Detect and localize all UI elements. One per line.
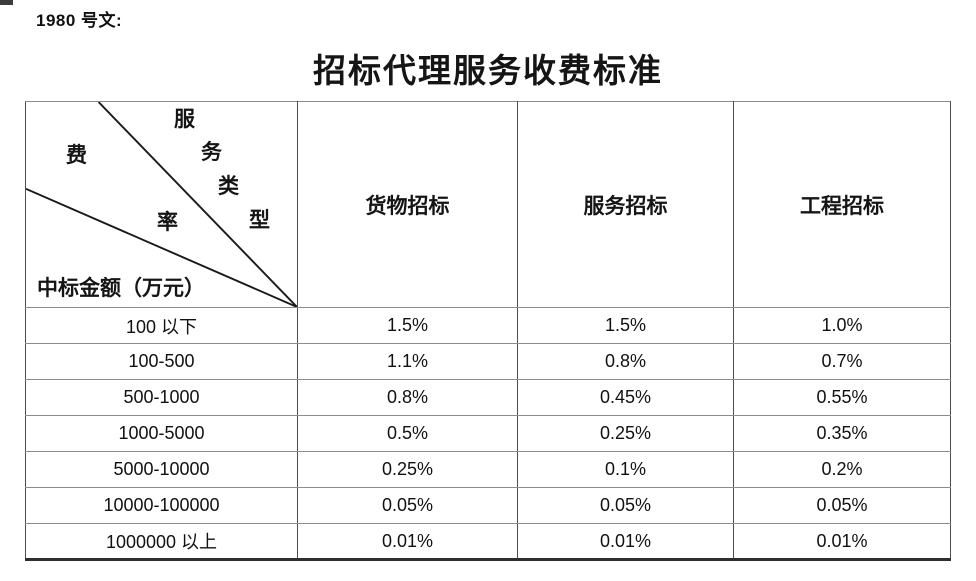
diagonal-lines-graphic <box>26 102 297 307</box>
rate-cell-engineering: 1.0% <box>733 307 951 344</box>
rate-cell-engineering: 0.05% <box>733 487 951 524</box>
column-header-engineering: 工程招标 <box>733 101 951 308</box>
rate-cell-service: 0.05% <box>517 487 734 524</box>
diagonal-line-upper <box>97 102 297 307</box>
rate-cell-engineering: 0.7% <box>733 343 951 380</box>
table-row: 1000000 以上 0.01% 0.01% 0.01% <box>25 523 951 560</box>
table-row: 100 以下 1.5% 1.5% 1.0% <box>25 307 951 344</box>
table-row: 10000-100000 0.05% 0.05% 0.05% <box>25 487 951 524</box>
rate-cell-engineering: 0.55% <box>733 379 951 416</box>
rate-cell-engineering: 0.01% <box>733 523 951 560</box>
corner-label-service-char-3: 类 <box>218 174 239 198</box>
rate-cell-service: 0.8% <box>517 343 734 380</box>
rate-cell-engineering: 0.35% <box>733 415 951 452</box>
diagonal-line-lower <box>26 187 297 307</box>
corner-label-fee-char-2: 率 <box>157 210 178 234</box>
amount-range-cell: 100-500 <box>25 343 298 380</box>
column-header-goods: 货物招标 <box>297 101 518 308</box>
amount-range-cell: 1000000 以上 <box>25 523 298 560</box>
rate-cell-service: 1.5% <box>517 307 734 344</box>
fee-standard-table: 服 务 类 型 费 率 中标金额（万元） 货物招标 服务招标 工程招标 100 … <box>25 101 951 561</box>
table-row: 1000-5000 0.5% 0.25% 0.35% <box>25 415 951 452</box>
rate-cell-service: 0.1% <box>517 451 734 488</box>
table-row: 5000-10000 0.25% 0.1% 0.2% <box>25 451 951 488</box>
page-title: 招标代理服务收费标准 <box>313 54 663 90</box>
rate-cell-goods: 1.1% <box>297 343 518 380</box>
rate-cell-goods: 0.05% <box>297 487 518 524</box>
table-row: 500-1000 0.8% 0.45% 0.55% <box>25 379 951 416</box>
amount-range-cell: 10000-100000 <box>25 487 298 524</box>
table-row: 100-500 1.1% 0.8% 0.7% <box>25 343 951 380</box>
diagonal-corner-cell: 服 务 类 型 费 率 中标金额（万元） <box>25 101 298 308</box>
corner-label-bid-amount: 中标金额（万元） <box>37 276 205 300</box>
rate-cell-goods: 0.8% <box>297 379 518 416</box>
fee-table-body: 100 以下 1.5% 1.5% 1.0% 100-500 1.1% 0.8% … <box>25 307 951 560</box>
corner-label-service-char-1: 服 <box>174 107 195 131</box>
rate-cell-service: 0.01% <box>517 523 734 560</box>
rate-cell-service: 0.25% <box>517 415 734 452</box>
document-number-label: 1980 号文: <box>36 11 123 30</box>
amount-range-cell: 1000-5000 <box>25 415 298 452</box>
column-header-service: 服务招标 <box>517 101 734 308</box>
amount-range-cell: 100 以下 <box>25 307 298 344</box>
rate-cell-goods: 0.01% <box>297 523 518 560</box>
rate-cell-engineering: 0.2% <box>733 451 951 488</box>
table-header-row: 服 务 类 型 费 率 中标金额（万元） 货物招标 服务招标 工程招标 <box>25 101 951 308</box>
amount-range-cell: 500-1000 <box>25 379 298 416</box>
corner-label-service-char-4: 型 <box>249 208 270 232</box>
rate-cell-goods: 1.5% <box>297 307 518 344</box>
corner-label-service-char-2: 务 <box>201 140 222 164</box>
amount-range-cell: 5000-10000 <box>25 451 298 488</box>
corner-label-fee-char-1: 费 <box>66 143 87 167</box>
rate-cell-goods: 0.5% <box>297 415 518 452</box>
rate-cell-service: 0.45% <box>517 379 734 416</box>
rate-cell-goods: 0.25% <box>297 451 518 488</box>
scan-edge-artifact <box>0 0 13 5</box>
